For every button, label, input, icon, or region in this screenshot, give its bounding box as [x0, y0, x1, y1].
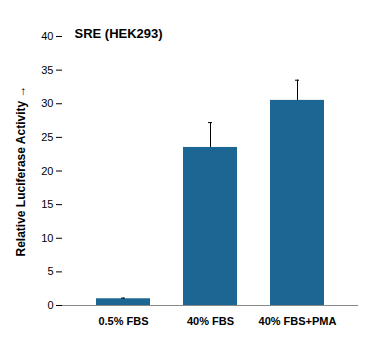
svg-text:10: 10	[41, 232, 53, 244]
svg-text:35: 35	[41, 64, 53, 76]
svg-text:40: 40	[41, 30, 53, 42]
svg-text:5: 5	[47, 265, 53, 277]
svg-text:25: 25	[41, 131, 53, 143]
svg-text:15: 15	[41, 198, 53, 210]
svg-text:0: 0	[47, 299, 53, 311]
svg-text:0.5% FBS: 0.5% FBS	[98, 315, 148, 327]
svg-text:40% FBS+PMA: 40% FBS+PMA	[259, 315, 337, 327]
svg-text:20: 20	[41, 165, 53, 177]
svg-text:40% FBS: 40% FBS	[187, 315, 234, 327]
svg-text:Relative Luciferase Activity →: Relative Luciferase Activity →	[14, 86, 28, 257]
svg-text:30: 30	[41, 97, 53, 109]
svg-text:SRE (HEK293): SRE (HEK293)	[75, 26, 163, 41]
